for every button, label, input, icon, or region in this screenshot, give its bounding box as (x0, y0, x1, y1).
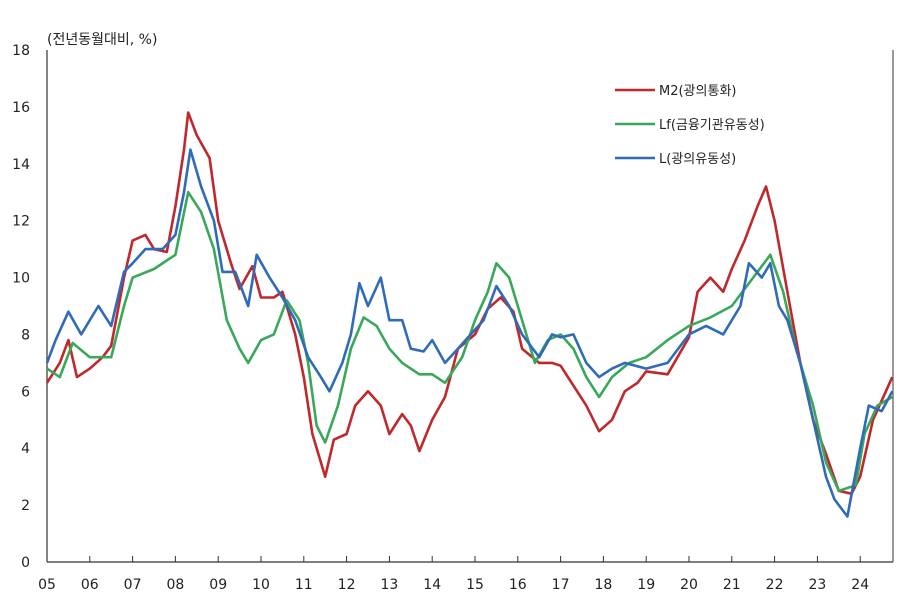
y-tick-label: 18 (12, 43, 30, 59)
x-tick-label: 20 (680, 577, 698, 593)
x-tick-label: 15 (466, 577, 484, 593)
x-tick-label: 21 (723, 577, 741, 593)
legend: M2(광의통화) Lf(금융기관유동성) L(광의유동성) (615, 84, 765, 167)
y-tick-label: 16 (12, 100, 30, 116)
x-tick-label: 14 (423, 577, 441, 593)
legend-label: L(광의유동성) (659, 152, 736, 167)
x-tick-label: 22 (766, 577, 784, 593)
y-axis-unit-label: (전년동월대비, %) (47, 32, 157, 48)
series-line-0 (45, 111, 894, 496)
x-tick-label: 18 (594, 577, 612, 593)
series-line-1 (46, 190, 893, 493)
x-tick-label: 11 (295, 577, 313, 593)
x-tick-label: 17 (552, 577, 570, 593)
x-tick-label: 12 (338, 577, 356, 593)
x-tick-label: 09 (209, 577, 227, 593)
legend-label: Lf(금융기관유동성) (659, 118, 765, 133)
x-tick-label: 10 (252, 577, 270, 593)
y-tick-label: 0 (21, 555, 30, 571)
legend-label: M2(광의통화) (659, 84, 736, 99)
y-tick-label: 10 (12, 271, 30, 287)
x-tick-label: 16 (509, 577, 527, 593)
x-tick-label: 13 (380, 577, 398, 593)
y-tick-label: 2 (21, 498, 30, 514)
x-tick-label: 08 (166, 577, 184, 593)
x-tick-label: 19 (637, 577, 655, 593)
x-tick-label: 06 (81, 577, 99, 593)
series-line-2 (45, 148, 894, 518)
series-group (45, 111, 894, 518)
x-tick-label: 05 (38, 577, 56, 593)
x-tick-label: 24 (851, 577, 869, 593)
x-tick-label: 07 (124, 577, 142, 593)
x-tick-label: 23 (808, 577, 826, 593)
y-tick-label: 14 (12, 157, 30, 173)
y-tick-label: 12 (12, 214, 30, 230)
y-tick-label: 6 (21, 384, 30, 400)
y-tick-label: 4 (21, 441, 30, 457)
y-tick-label: 8 (21, 327, 30, 343)
